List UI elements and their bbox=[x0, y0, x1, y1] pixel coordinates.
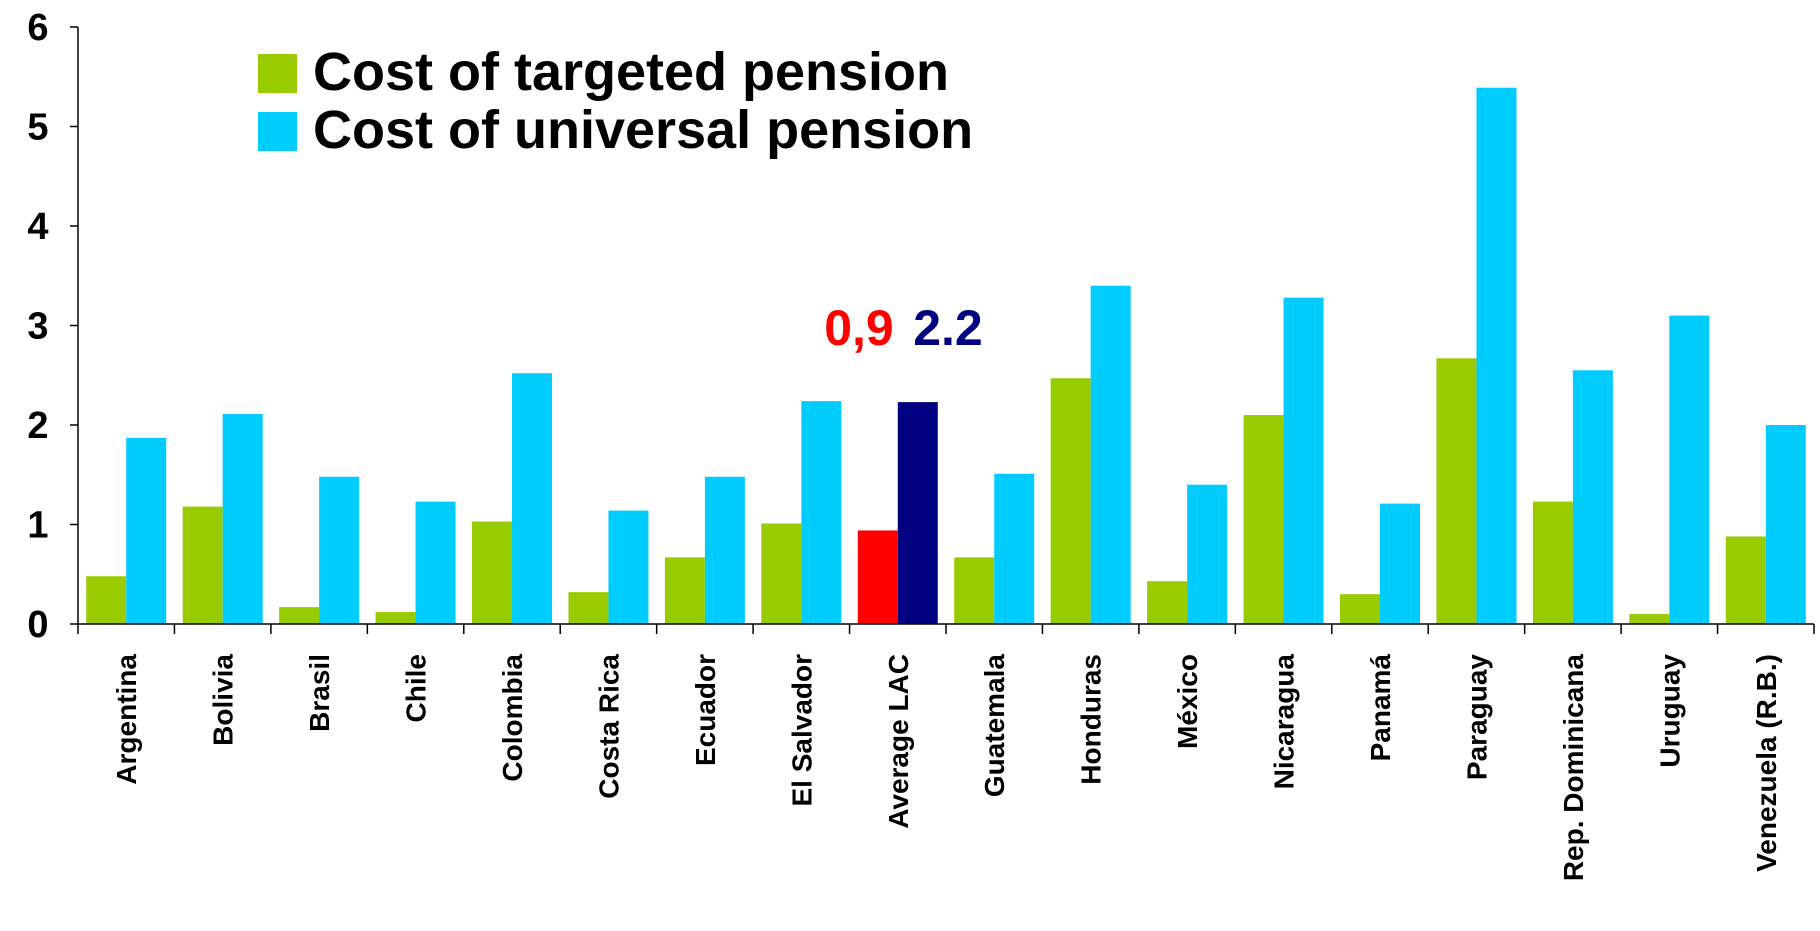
bar bbox=[415, 501, 456, 624]
bar bbox=[86, 576, 127, 624]
x-tick-label: Panamá bbox=[1365, 654, 1396, 762]
bar bbox=[512, 373, 552, 624]
y-tick-label: 0 bbox=[27, 604, 48, 646]
bar bbox=[126, 437, 167, 624]
y-tick-label: 3 bbox=[27, 306, 48, 348]
bar bbox=[1436, 358, 1477, 624]
x-tick-label: Costa Rica bbox=[593, 654, 624, 799]
x-tick-label: Chile bbox=[401, 654, 432, 722]
x-tick-label: El Salvador bbox=[786, 654, 817, 807]
x-tick-label: Venezuela (R.B.) bbox=[1751, 654, 1782, 872]
x-tick-label: Bolivia bbox=[208, 654, 239, 746]
x-tick-label: México bbox=[1172, 654, 1203, 749]
x-tick-label: Honduras bbox=[1076, 654, 1107, 785]
bar bbox=[801, 401, 842, 624]
bar bbox=[954, 557, 995, 624]
bar bbox=[1147, 581, 1188, 624]
y-tick-label: 2 bbox=[27, 405, 48, 447]
bar bbox=[1187, 484, 1228, 624]
bar bbox=[1283, 297, 1324, 624]
y-tick-label: 5 bbox=[27, 107, 48, 149]
bar bbox=[608, 510, 649, 624]
bar bbox=[857, 530, 898, 624]
bar bbox=[761, 523, 802, 624]
bar bbox=[1532, 501, 1573, 624]
bar bbox=[568, 592, 609, 624]
x-tick-label: Average LAC bbox=[883, 654, 914, 829]
x-tick-label: Colombia bbox=[497, 654, 528, 782]
bar bbox=[182, 506, 223, 624]
bar bbox=[472, 521, 512, 624]
bar bbox=[375, 612, 416, 624]
x-tick-label: Uruguay bbox=[1654, 654, 1685, 768]
legend-label: Cost of targeted pension bbox=[313, 42, 949, 102]
x-tick-label: Nicaragua bbox=[1269, 654, 1300, 790]
legend-swatch bbox=[258, 112, 297, 151]
bar bbox=[319, 476, 360, 624]
bar bbox=[1090, 285, 1131, 624]
bar bbox=[664, 557, 705, 624]
bar bbox=[1340, 594, 1380, 624]
y-tick-label: 6 bbox=[27, 7, 48, 49]
annotation: 0,9 bbox=[824, 300, 894, 356]
annotation: 2.2 bbox=[913, 300, 983, 356]
bar bbox=[1725, 536, 1766, 624]
bar bbox=[279, 607, 320, 624]
x-tick-label: Brasil bbox=[304, 654, 335, 732]
bar bbox=[704, 476, 745, 624]
x-tick-label: Argentina bbox=[111, 654, 142, 785]
bar bbox=[1629, 614, 1670, 624]
bar bbox=[1050, 378, 1091, 624]
bar bbox=[994, 473, 1035, 624]
x-tick-label: Paraguay bbox=[1461, 654, 1492, 780]
legend-label: Cost of universal pension bbox=[313, 100, 973, 160]
x-tick-label: Ecuador bbox=[690, 654, 721, 766]
legend-swatch bbox=[258, 54, 297, 93]
bar bbox=[1669, 315, 1710, 624]
bar bbox=[222, 414, 263, 624]
bar bbox=[1243, 415, 1284, 624]
bar bbox=[1476, 87, 1517, 624]
bar bbox=[1380, 503, 1420, 624]
y-tick-label: 1 bbox=[27, 505, 48, 547]
x-tick-label: Rep. Dominicana bbox=[1558, 654, 1589, 882]
bar bbox=[1572, 370, 1613, 624]
bar bbox=[897, 402, 938, 624]
x-tick-label: Guatemala bbox=[979, 654, 1010, 798]
y-tick-label: 4 bbox=[27, 206, 48, 248]
bar bbox=[1765, 425, 1806, 624]
